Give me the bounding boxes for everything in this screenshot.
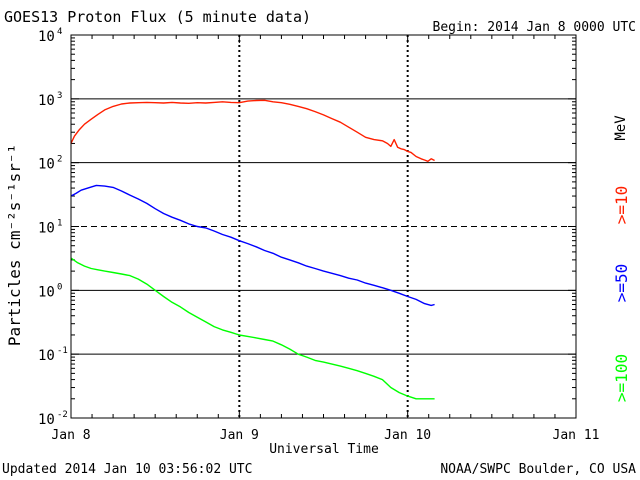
chart-title: GOES13 Proton Flux (5 minute data) (4, 8, 311, 26)
y-tick-exponent: 0 (57, 282, 62, 292)
legend-entry: >=10 (612, 186, 631, 225)
x-tick-label: Jan 11 (553, 428, 600, 443)
x-tick-label: Jan 9 (220, 428, 259, 443)
x-axis-ticks: Jan 8 Jan 9 Jan 10 Jan 11 (51, 35, 599, 443)
y-tick-label: 10 (38, 412, 55, 428)
legend-entry: >=50 (612, 264, 631, 303)
x-tick-label: Jan 10 (384, 428, 431, 443)
y-tick-label: 10 (38, 93, 55, 109)
credit-label: NOAA/SWPC Boulder, CO USA (440, 462, 636, 477)
mev-label: MeV (613, 115, 629, 141)
x-tick-label: Jan 8 (51, 428, 90, 443)
y-tick-label: 10 (38, 157, 55, 173)
y-tick-exponent: -2 (57, 410, 68, 420)
y-axis-label: Particles cm⁻²s⁻¹sr⁻¹ (5, 144, 24, 346)
day-boundary-markers (238, 35, 409, 418)
series-line (70, 257, 435, 400)
legend-entry: >=100 (612, 354, 631, 402)
legend: >=10 >=50 >=100 (612, 186, 631, 402)
y-tick-label: 10 (38, 221, 55, 237)
y-tick-exponent: 1 (57, 219, 62, 229)
minor-ticks (71, 37, 576, 400)
series-line (70, 99, 435, 163)
y-tick-label: 10 (38, 284, 55, 300)
y-tick-label: 10 (38, 29, 55, 45)
begin-label: Begin: 2014 Jan 8 0000 UTC (433, 20, 637, 35)
y-tick-exponent: 4 (57, 27, 62, 37)
y-tick-exponent: 2 (57, 155, 62, 165)
x-axis-label: Universal Time (269, 442, 379, 457)
series-line (70, 184, 435, 307)
series-layer (70, 99, 435, 400)
y-tick-label: 10 (38, 348, 55, 364)
y-tick-exponent: 3 (57, 91, 62, 101)
y-tick-exponent: -1 (57, 346, 68, 356)
updated-label: Updated 2014 Jan 10 03:56:02 UTC (2, 462, 252, 477)
